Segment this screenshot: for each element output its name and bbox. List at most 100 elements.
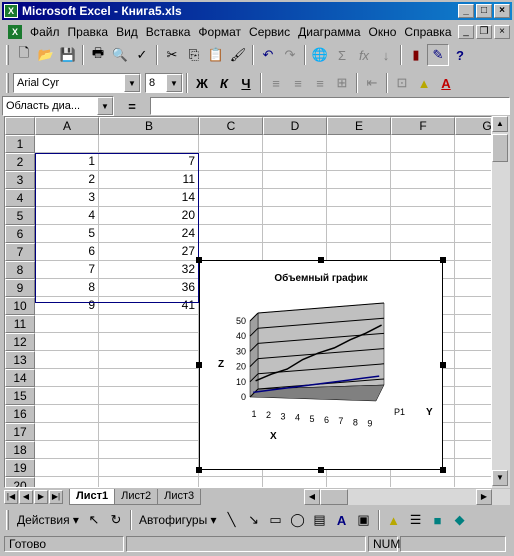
menu-format[interactable]: Формат [198, 25, 242, 39]
row-header[interactable]: 7 [5, 243, 35, 261]
chart-resize-handle[interactable] [440, 362, 446, 368]
clipart-icon[interactable]: ▣ [357, 512, 370, 527]
scroll-down-icon[interactable]: ▼ [492, 470, 508, 486]
prev-sheet-icon[interactable]: ◀ [19, 490, 33, 504]
copy-icon[interactable]: ⎘ [188, 47, 200, 62]
doc-close-button[interactable]: × [494, 25, 510, 39]
cell-b10[interactable]: 41 [181, 298, 195, 312]
line-icon[interactable]: ╲ [227, 512, 236, 527]
row-header[interactable]: 10 [5, 297, 35, 315]
cell-b3[interactable]: 11 [182, 172, 195, 186]
row-header[interactable]: 17 [5, 423, 35, 441]
doc-minimize-button[interactable]: _ [458, 25, 474, 39]
rectangle-icon[interactable]: ▭ [269, 512, 282, 527]
doc-restore-button[interactable]: ❐ [476, 25, 492, 39]
font-name-combo[interactable]: Arial Cyr ▼ [13, 73, 141, 93]
chart-resize-handle[interactable] [440, 257, 446, 263]
cell-b2[interactable]: 7 [188, 154, 195, 168]
row-header[interactable]: 15 [5, 387, 35, 405]
row-header[interactable]: 19 [5, 459, 35, 477]
column-header[interactable]: F [391, 117, 455, 135]
last-sheet-icon[interactable]: ▶| [49, 490, 63, 504]
menu-view[interactable]: Вид [116, 25, 138, 39]
sheet-tab-2[interactable]: Лист2 [114, 489, 159, 505]
next-sheet-icon[interactable]: ▶ [34, 490, 48, 504]
column-header[interactable]: C [199, 117, 263, 135]
paste-icon[interactable]: 📋 [207, 47, 225, 62]
arrow-icon[interactable]: ↘ [248, 512, 260, 527]
menu-window[interactable]: Окно [368, 25, 397, 39]
name-box[interactable]: Область диа... ▼ [2, 96, 114, 116]
fill-color-draw-icon[interactable]: ▲ [387, 512, 401, 528]
new-icon[interactable]: 🗋 [18, 45, 30, 60]
column-header[interactable]: G [455, 117, 491, 135]
print-icon[interactable]: 🖶 [91, 45, 105, 60]
select-all-corner[interactable] [5, 117, 35, 135]
row-header[interactable]: 14 [5, 369, 35, 387]
cell-a4[interactable]: 3 [88, 190, 95, 204]
scroll-up-icon[interactable]: ▲ [492, 116, 508, 132]
cell-a10[interactable]: 9 [88, 298, 95, 312]
vertical-scroll-thumb[interactable] [492, 134, 508, 162]
cell-a8[interactable]: 7 [88, 262, 95, 276]
horizontal-scroll-thumb[interactable] [320, 489, 348, 505]
chart-object[interactable]: Объемный график 0 10 20 30 40 50 1 2 3 4 5 6 7 8 9 Z X Y Р1 [199, 260, 443, 470]
format-painter-icon[interactable]: 🖌 [229, 47, 247, 62]
cell-a9[interactable]: 8 [88, 280, 95, 294]
chart-resize-handle[interactable] [196, 467, 202, 473]
vertical-scrollbar[interactable]: ▲ ▼ [492, 116, 510, 488]
row-header[interactable]: 18 [5, 441, 35, 459]
row-header[interactable]: 16 [5, 405, 35, 423]
row-header[interactable]: 11 [5, 315, 35, 333]
menu-edit[interactable]: Правка [67, 25, 109, 39]
close-button[interactable]: × [494, 4, 510, 18]
cut-icon[interactable]: ✂ [166, 47, 178, 62]
horizontal-scrollbar[interactable]: ◀ ▶ [304, 489, 510, 505]
maximize-button[interactable]: □ [476, 4, 492, 18]
chart-resize-handle[interactable] [318, 467, 324, 473]
column-header[interactable]: E [327, 117, 391, 135]
shadow-icon[interactable]: ■ [433, 512, 442, 528]
row-header[interactable]: 12 [5, 333, 35, 351]
column-header[interactable]: A [35, 117, 99, 135]
cell-b6[interactable]: 24 [181, 226, 195, 240]
line-style-icon[interactable]: ☰ [409, 512, 422, 527]
row-header[interactable]: 20 [5, 477, 35, 487]
fill-color-icon[interactable]: ▲ [417, 75, 431, 91]
row-header[interactable]: 2 [5, 153, 35, 171]
font-name-dropdown-icon[interactable]: ▼ [124, 74, 140, 92]
menu-tools[interactable]: Сервис [249, 25, 291, 39]
row-header[interactable]: 4 [5, 189, 35, 207]
3d-icon[interactable]: ◆ [454, 512, 465, 527]
bold-button[interactable]: Ж [196, 75, 208, 91]
row-header[interactable]: 9 [5, 279, 35, 297]
formula-input[interactable] [150, 97, 510, 115]
chart-resize-handle[interactable] [196, 257, 202, 263]
underline-button[interactable]: Ч [241, 75, 251, 91]
row-header[interactable]: 1 [5, 135, 35, 153]
actions-menu-button[interactable]: Действия ▾ [17, 513, 79, 527]
cell-b7[interactable]: 27 [181, 244, 195, 258]
menu-insert[interactable]: Вставка [145, 25, 191, 39]
help-icon[interactable]: ? [456, 47, 464, 63]
font-size-combo[interactable]: 8 ▼ [145, 73, 183, 93]
cell-a3[interactable]: 2 [88, 172, 95, 186]
cell-a6[interactable]: 5 [88, 226, 95, 240]
row-header[interactable]: 5 [5, 207, 35, 225]
free-rotate-icon[interactable]: ↻ [110, 512, 122, 527]
menu-help[interactable]: Справка [404, 25, 452, 39]
scroll-right-icon[interactable]: ▶ [476, 489, 492, 505]
cell-b9[interactable]: 36 [181, 280, 195, 294]
drawing-toggle-icon[interactable]: ✎ [427, 44, 449, 66]
column-header[interactable]: B [99, 117, 199, 135]
chart-wizard-icon[interactable]: ▮ [412, 47, 420, 62]
name-box-dropdown-icon[interactable]: ▼ [97, 97, 113, 115]
scroll-left-icon[interactable]: ◀ [304, 489, 320, 505]
font-color-icon[interactable]: A [441, 75, 451, 91]
sheet-tab-3[interactable]: Лист3 [157, 489, 202, 505]
row-header[interactable]: 3 [5, 171, 35, 189]
open-icon[interactable]: 📂 [37, 47, 55, 62]
undo-icon[interactable]: ↶ [262, 47, 274, 62]
cell-b8[interactable]: 32 [181, 262, 195, 276]
select-objects-icon[interactable]: ↖ [88, 512, 100, 527]
